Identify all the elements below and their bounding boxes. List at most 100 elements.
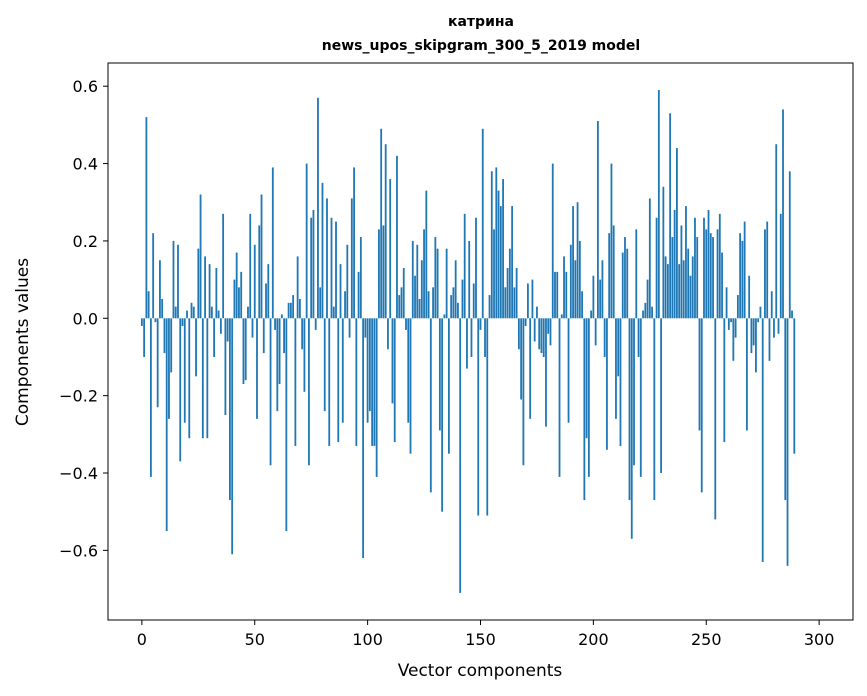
bar-284 <box>782 109 784 319</box>
bar-281 <box>775 144 778 319</box>
bar-217 <box>630 318 633 539</box>
bar-1 <box>143 318 146 357</box>
bar-122 <box>416 244 419 319</box>
bar-132 <box>438 318 441 431</box>
bar-253 <box>712 237 714 319</box>
bar-32 <box>213 318 216 357</box>
bar-15 <box>174 306 177 319</box>
bar-209 <box>612 225 615 319</box>
bar-13 <box>170 318 173 373</box>
bar-81 <box>323 318 326 412</box>
bar-231 <box>662 186 665 319</box>
bar-189 <box>567 318 570 423</box>
bar-195 <box>581 291 583 319</box>
bar-183 <box>554 271 556 319</box>
bar-30 <box>208 264 211 319</box>
bar-177 <box>540 318 543 354</box>
bar-288 <box>791 310 793 319</box>
bar-210 <box>615 318 617 419</box>
y-tick-label: 0.4 <box>73 155 98 174</box>
y-tick-label: 0.2 <box>73 232 98 251</box>
bar-153 <box>486 318 489 516</box>
y-axis-ticks: −0.6 −0.4 −0.2 0.0 0.2 0.4 0.6 <box>59 77 108 560</box>
bar-218 <box>633 318 635 466</box>
bar-154 <box>488 295 491 319</box>
bar-84 <box>330 217 333 319</box>
bar-21 <box>188 318 191 439</box>
x-axis-label: Vector components <box>398 661 563 681</box>
bar-269 <box>748 275 751 319</box>
bar-152 <box>484 318 486 357</box>
bar-181 <box>549 318 552 346</box>
bar-259 <box>725 287 728 319</box>
bar-237 <box>676 148 678 319</box>
bar-79 <box>319 287 322 319</box>
bar-273 <box>757 318 760 323</box>
bar-227 <box>653 318 656 501</box>
bar-60 <box>276 318 279 412</box>
bar-286 <box>786 318 789 566</box>
bar-254 <box>714 318 717 520</box>
y-tick-label: −0.6 <box>59 541 98 560</box>
bar-205 <box>603 318 606 357</box>
bar-228 <box>655 217 658 319</box>
bar-282 <box>777 318 780 334</box>
bar-82 <box>326 198 328 319</box>
bar-33 <box>215 268 218 319</box>
bar-287 <box>788 171 791 319</box>
bar-64 <box>285 318 288 532</box>
bar-149 <box>477 318 480 516</box>
bar-78 <box>317 97 319 319</box>
bar-248 <box>700 318 703 493</box>
bar-102 <box>371 318 374 446</box>
bar-250 <box>705 229 708 319</box>
bar-200 <box>592 275 595 319</box>
bar-276 <box>764 229 766 319</box>
bar-277 <box>766 221 769 319</box>
bar-211 <box>617 318 620 377</box>
bar-243 <box>689 275 692 319</box>
bar-159 <box>499 206 502 319</box>
bar-192 <box>574 260 577 319</box>
bar-68 <box>294 318 297 446</box>
bar-19 <box>183 318 186 423</box>
bar-58 <box>271 167 274 319</box>
bar-24 <box>195 318 197 377</box>
bar-223 <box>644 302 647 319</box>
bar-98 <box>362 318 365 559</box>
bar-117 <box>405 318 407 330</box>
bar-271 <box>752 318 755 346</box>
bar-213 <box>621 252 624 319</box>
bar-285 <box>784 318 787 501</box>
bar-148 <box>475 217 477 319</box>
bar-278 <box>768 318 771 361</box>
bar-220 <box>637 318 640 357</box>
bar-170 <box>524 318 527 327</box>
bar-3 <box>147 291 150 319</box>
bar-23 <box>192 306 195 319</box>
bar-289 <box>793 318 796 454</box>
bar-34 <box>217 310 220 319</box>
bar-125 <box>423 229 425 319</box>
bar-179 <box>545 318 547 427</box>
bar-207 <box>608 233 611 319</box>
bar-133 <box>441 318 444 512</box>
bar-96 <box>357 271 360 319</box>
bar-249 <box>703 217 705 319</box>
bar-95 <box>355 318 358 446</box>
bar-76 <box>312 209 315 319</box>
bar-196 <box>583 318 586 501</box>
bar-20 <box>186 310 188 319</box>
bar-279 <box>770 291 773 319</box>
bar-126 <box>425 190 428 319</box>
bar-111 <box>391 318 394 404</box>
y-tick-label: −0.4 <box>59 464 98 483</box>
bar-27 <box>201 318 204 439</box>
bar-2 <box>145 117 148 319</box>
bar-208 <box>610 163 613 319</box>
bar-162 <box>506 268 509 319</box>
bar-206 <box>606 318 608 450</box>
bar-131 <box>436 248 439 319</box>
chart-title-line1: катрина <box>448 14 514 30</box>
bar-106 <box>380 128 383 319</box>
